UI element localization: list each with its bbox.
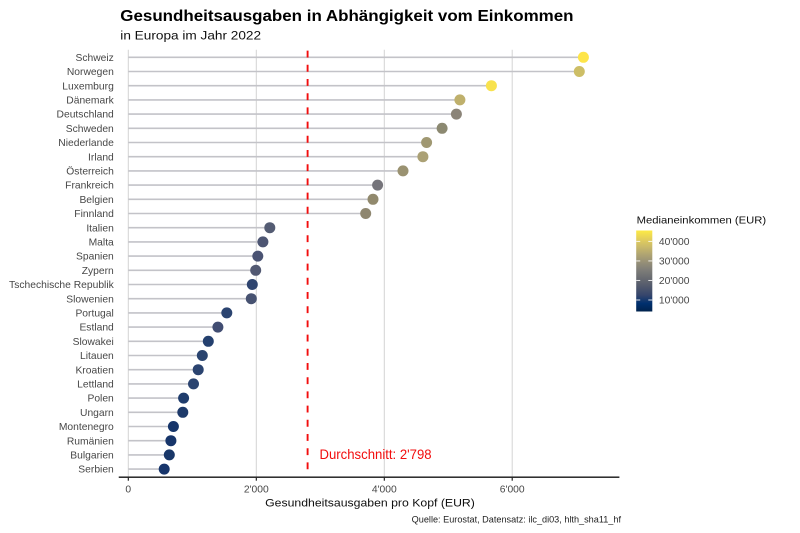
svg-text:Dänemark: Dänemark: [66, 96, 114, 107]
svg-text:Estland: Estland: [79, 323, 114, 334]
svg-text:10'000: 10'000: [659, 296, 690, 307]
svg-text:Medianeinkommen (EUR): Medianeinkommen (EUR): [637, 215, 767, 227]
svg-text:Frankreich: Frankreich: [65, 181, 114, 192]
svg-text:Polen: Polen: [87, 394, 114, 405]
svg-text:in Europa im Jahr 2022: in Europa im Jahr 2022: [120, 28, 261, 42]
svg-text:Niederlande: Niederlande: [58, 138, 114, 149]
svg-text:Luxemburg: Luxemburg: [62, 81, 114, 92]
svg-text:Ungarn: Ungarn: [80, 408, 114, 419]
svg-text:Tschechische Republik: Tschechische Republik: [9, 280, 115, 291]
svg-text:30'000: 30'000: [659, 257, 690, 268]
svg-text:2'000: 2'000: [244, 485, 269, 496]
svg-text:Spanien: Spanien: [76, 252, 114, 263]
svg-text:Bulgarien: Bulgarien: [70, 451, 114, 462]
svg-text:Norwegen: Norwegen: [67, 67, 114, 78]
svg-text:Portugal: Portugal: [75, 309, 113, 320]
svg-text:Durchschnitt: 2'798: Durchschnitt: 2'798: [320, 447, 432, 462]
svg-text:0: 0: [125, 485, 131, 496]
svg-text:Montenegro: Montenegro: [59, 422, 114, 433]
svg-text:6'000: 6'000: [500, 485, 525, 496]
svg-text:Lettland: Lettland: [77, 380, 114, 391]
svg-text:Schweiz: Schweiz: [75, 53, 113, 64]
svg-text:4'000: 4'000: [372, 485, 397, 496]
svg-text:Belgien: Belgien: [79, 195, 114, 206]
svg-text:Schweden: Schweden: [66, 124, 114, 135]
svg-text:Irland: Irland: [88, 152, 114, 163]
svg-text:Rumänien: Rumänien: [67, 436, 114, 447]
svg-text:Österreich: Österreich: [66, 166, 114, 178]
svg-text:Slowakei: Slowakei: [73, 337, 114, 348]
svg-text:Serbien: Serbien: [78, 465, 114, 476]
svg-text:Italien: Italien: [86, 223, 114, 234]
svg-text:Finnland: Finnland: [74, 209, 114, 220]
svg-text:40'000: 40'000: [659, 237, 690, 248]
svg-text:Gesundheitsausgaben in Abhängi: Gesundheitsausgaben in Abhängigkeit vom …: [120, 8, 573, 25]
svg-text:Malta: Malta: [89, 238, 114, 249]
svg-text:Quelle: Eurostat, Datensatz: i: Quelle: Eurostat, Datensatz: ilc_di03, h…: [412, 515, 622, 525]
svg-text:Slowenien: Slowenien: [66, 294, 114, 305]
svg-text:Deutschland: Deutschland: [57, 110, 115, 121]
svg-text:Gesundheitsausgaben pro Kopf (: Gesundheitsausgaben pro Kopf (EUR): [265, 498, 475, 510]
svg-text:Litauen: Litauen: [80, 351, 114, 362]
svg-text:20'000: 20'000: [659, 276, 690, 287]
svg-text:Kroatien: Kroatien: [75, 365, 114, 376]
svg-text:Zypern: Zypern: [82, 266, 114, 277]
